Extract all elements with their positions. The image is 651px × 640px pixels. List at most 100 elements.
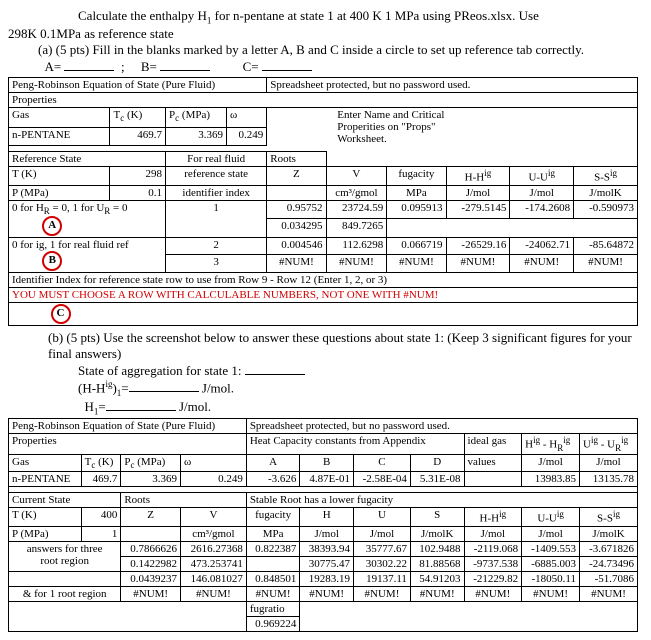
jmol: J/mol bbox=[580, 455, 638, 472]
cell: 35777.67 bbox=[353, 542, 410, 557]
p-val: 1 bbox=[81, 527, 121, 542]
blank-c bbox=[262, 58, 312, 71]
p-label: P (MPa) bbox=[9, 185, 110, 200]
mpa: MPa bbox=[246, 527, 300, 542]
hh: H-Hig bbox=[464, 508, 522, 527]
part-a-text: (a) (5 pts) Fill in the blanks marked by… bbox=[38, 42, 643, 58]
b: B bbox=[300, 455, 354, 472]
h1-line: H1= J/mol. bbox=[78, 398, 643, 417]
num: #NUM! bbox=[580, 587, 638, 602]
h-pc: Pc (MPa) bbox=[166, 107, 227, 128]
cell: 0.034295 bbox=[267, 219, 326, 238]
dv: 5.31E-08 bbox=[410, 472, 464, 487]
text: Properities on "Props" bbox=[337, 121, 634, 133]
cell: -1409.553 bbox=[522, 542, 580, 557]
num: #NUM! bbox=[410, 587, 464, 602]
r-tc: 469.7 bbox=[81, 472, 121, 487]
stable-root: Stable Root has a lower fugacity bbox=[246, 493, 637, 508]
cell: -9737.538 bbox=[464, 557, 522, 572]
p-val: 0.1 bbox=[110, 185, 166, 200]
jmol2: J/mol bbox=[510, 185, 574, 200]
cell: 0.1422982 bbox=[121, 557, 181, 572]
part-b-block: (b) (5 pts) Use the screenshot below to … bbox=[8, 330, 643, 417]
cell: 81.88568 bbox=[410, 557, 464, 572]
cell: 146.081027 bbox=[181, 572, 247, 587]
cell: -24062.71 bbox=[510, 237, 574, 255]
roots: Roots bbox=[121, 493, 246, 508]
jmol: J/mol bbox=[522, 527, 580, 542]
uu-header: U-Uig bbox=[510, 167, 574, 186]
t-val: 298 bbox=[110, 167, 166, 186]
cell: -24.73496 bbox=[580, 557, 638, 572]
b-label: B= bbox=[141, 59, 157, 74]
zero-cond: 0 for HR = 0, 1 for UR = 0 A bbox=[9, 200, 166, 237]
fugacity: fugacity bbox=[246, 508, 300, 527]
num: #NUM! bbox=[300, 587, 354, 602]
for-real-fluid: For real fluid bbox=[166, 152, 267, 167]
num: #NUM! bbox=[522, 587, 580, 602]
circle-a-icon: A bbox=[42, 216, 62, 236]
hhr: Hig - HRig bbox=[522, 434, 580, 455]
uu: U-Uig bbox=[522, 508, 580, 527]
num: #NUM! bbox=[267, 255, 326, 273]
r-gas: n-PENTANE bbox=[9, 128, 110, 146]
cell: -18050.11 bbox=[522, 572, 580, 587]
cell: 849.7265 bbox=[326, 219, 387, 238]
c: C bbox=[353, 455, 410, 472]
p-label: P (MPa) bbox=[9, 527, 82, 542]
ideal-gas: ideal gas bbox=[464, 434, 522, 455]
h-gas: Gas bbox=[9, 107, 110, 128]
num: #NUM! bbox=[246, 587, 300, 602]
s: S bbox=[410, 508, 464, 527]
jmolk: J/molK bbox=[574, 185, 638, 200]
text: Worksheet. bbox=[337, 133, 634, 145]
zero-ig: 0 for ig, 1 for real fluid ref B bbox=[9, 237, 166, 272]
r-pc: 3.369 bbox=[166, 128, 227, 146]
a: A bbox=[246, 455, 300, 472]
cell: 38393.94 bbox=[300, 542, 354, 557]
semicolon: ; bbox=[121, 59, 125, 74]
intro-line2: 298K 0.1MPa as reference state bbox=[8, 26, 643, 42]
eos-title: Peng-Robinson Equation of State (Pure Fl… bbox=[9, 419, 247, 434]
cell: -0.590973 bbox=[574, 200, 638, 219]
a-label: A= bbox=[45, 59, 62, 74]
fugval: 0.969224 bbox=[246, 617, 300, 632]
text: for n-pentane at state 1 at 400 K 1 MPa … bbox=[211, 8, 538, 23]
ans3: answers for three root region bbox=[9, 542, 121, 572]
and1: & for 1 root region bbox=[9, 587, 121, 602]
heat-cap: Heat Capacity constants from Appendix bbox=[246, 434, 464, 455]
cell: 23724.59 bbox=[326, 200, 387, 219]
text: Enter Name and Critical bbox=[337, 109, 634, 121]
cell: 0.0439237 bbox=[121, 572, 181, 587]
h-omega: ω bbox=[226, 107, 266, 128]
h-pc: Pc (MPa) bbox=[121, 455, 181, 472]
text: Calculate the enthalpy H bbox=[78, 8, 207, 23]
cell: -279.5145 bbox=[446, 200, 510, 219]
jmolk: J/molK bbox=[580, 527, 638, 542]
cell: 0.004546 bbox=[267, 237, 326, 255]
r-pc: 3.369 bbox=[121, 472, 181, 487]
num: #NUM! bbox=[446, 255, 510, 273]
jmol: J/mol bbox=[522, 455, 580, 472]
eos-title: Peng-Robinson Equation of State (Pure Fl… bbox=[9, 77, 267, 92]
cell: 30302.22 bbox=[353, 557, 410, 572]
cell: 0.848501 bbox=[246, 572, 300, 587]
part-b-text: (b) (5 pts) Use the screenshot below to … bbox=[48, 330, 643, 362]
blank-agg bbox=[245, 362, 305, 375]
ideal-u: 13135.78 bbox=[580, 472, 638, 487]
current-state-table: Peng-Robinson Equation of State (Pure Fl… bbox=[8, 418, 638, 632]
r-omega: 0.249 bbox=[226, 128, 266, 146]
hh-header: H-Hig bbox=[446, 167, 510, 186]
one: 1 bbox=[166, 200, 267, 237]
t-val: 400 bbox=[81, 508, 121, 527]
ref-state-txt: reference state bbox=[166, 167, 267, 186]
ideal-h: 13983.85 bbox=[522, 472, 580, 487]
uur: Uig - URig bbox=[580, 434, 638, 455]
jmolk: J/molK bbox=[410, 527, 464, 542]
blank-hh bbox=[129, 379, 199, 392]
t-label: T (K) bbox=[9, 167, 110, 186]
num: #NUM! bbox=[387, 255, 446, 273]
cell: 112.6298 bbox=[326, 237, 387, 255]
properties: Properties bbox=[9, 434, 247, 455]
blanks-row: A= ; B= C= bbox=[38, 58, 643, 75]
